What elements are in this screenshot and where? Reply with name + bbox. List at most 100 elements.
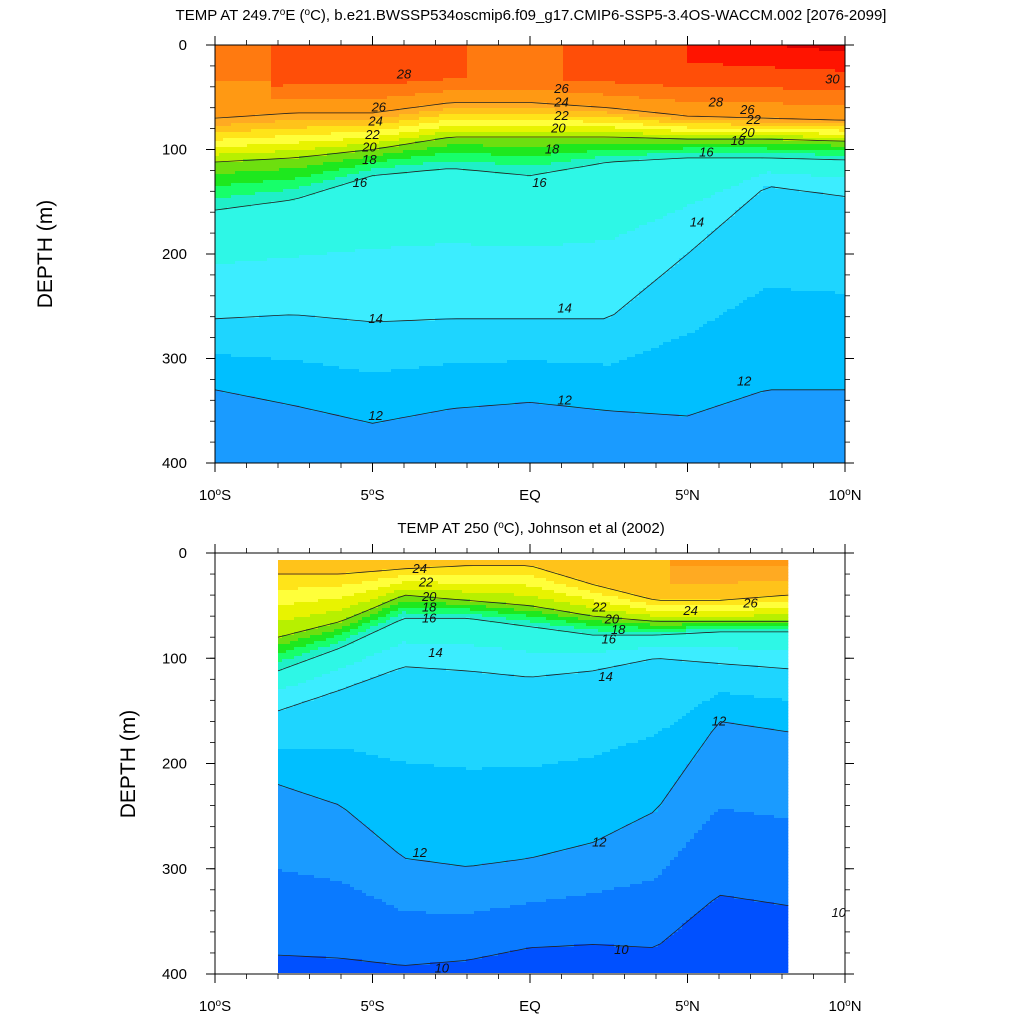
temperature-cell	[343, 183, 740, 187]
temperature-cell	[215, 258, 268, 262]
temperature-cell	[215, 405, 300, 409]
isotherm-14	[278, 658, 789, 712]
temperature-cell	[735, 210, 845, 214]
temperature-cell	[370, 677, 789, 681]
temperature-cell	[639, 225, 720, 229]
temperature-cell	[547, 171, 768, 175]
temperature-cell	[386, 614, 399, 618]
temperature-cell	[278, 677, 315, 681]
temperature-cell	[566, 593, 603, 597]
temperature-cell	[738, 647, 789, 651]
temperature-cell	[215, 138, 224, 142]
temperature-cell	[362, 581, 403, 585]
temperature-cell	[278, 905, 395, 909]
temperature-cell	[426, 911, 475, 915]
temperature-cell	[350, 629, 367, 633]
temperature-cell	[215, 330, 696, 334]
temperature-cell	[647, 285, 845, 289]
temperature-cell	[278, 779, 679, 783]
temperature-cell	[679, 336, 845, 340]
isotherm-12	[215, 389, 845, 424]
temperature-cell	[215, 339, 672, 343]
temperature-cell	[322, 695, 715, 699]
temperature-cell	[646, 815, 711, 819]
temperature-cell	[382, 650, 527, 654]
contour-label: 22	[553, 108, 569, 123]
temperature-cell	[323, 363, 444, 367]
temperature-cell	[215, 354, 232, 358]
temperature-cell	[650, 812, 715, 816]
temperature-cell	[582, 596, 619, 600]
temperature-cell	[678, 929, 789, 933]
temperature-cell	[446, 602, 507, 606]
temperature-cell	[278, 788, 295, 792]
temperature-cell	[330, 878, 655, 882]
temperature-cell	[251, 204, 688, 208]
x-tick-label: 5oN	[675, 998, 700, 1016]
temperature-cell	[687, 252, 845, 256]
y-tick-label: 0	[179, 37, 187, 54]
temperature-cell	[467, 69, 564, 73]
temperature-cell	[215, 324, 704, 328]
temperature-cell	[298, 662, 355, 666]
temperature-cell	[643, 132, 820, 136]
temperature-cell	[686, 632, 789, 636]
temperature-cell	[330, 644, 347, 648]
temperature-cell	[751, 198, 845, 202]
temperature-cell	[215, 378, 845, 382]
temperature-cell	[747, 297, 845, 301]
temperature-cell	[278, 869, 283, 873]
temperature-cell	[215, 396, 256, 400]
temperature-cell	[682, 923, 789, 927]
temperature-cell	[598, 629, 687, 633]
temperature-cell	[710, 698, 783, 702]
temperature-cell	[215, 216, 664, 220]
temperature-cell	[415, 414, 680, 418]
temperature-cell	[775, 66, 845, 70]
temperature-cell	[339, 168, 372, 172]
temperature-cell	[342, 608, 371, 612]
temperature-cell	[702, 827, 789, 831]
contour-label: 16	[353, 175, 368, 190]
temperature-cell	[607, 111, 656, 115]
temperature-cell	[578, 587, 611, 591]
temperature-cell	[251, 129, 380, 133]
temperature-cell	[278, 929, 679, 933]
temperature-cell	[823, 192, 845, 196]
temperature-cell	[215, 201, 272, 205]
contour-label: 10	[435, 961, 450, 976]
temperature-cell	[674, 782, 789, 786]
temperature-cell	[215, 87, 272, 91]
temperature-cell	[315, 315, 612, 319]
temperature-cell	[695, 330, 845, 334]
temperature-cell	[563, 60, 688, 64]
temperature-cell	[439, 126, 616, 130]
temperature-cell	[215, 285, 648, 289]
temperature-cell	[227, 207, 684, 211]
temperature-cell	[278, 656, 295, 660]
x-tick-label: 5oS	[361, 487, 385, 505]
contour-label: 22	[418, 574, 434, 589]
temperature-cell	[366, 752, 603, 756]
temperature-cell	[342, 620, 359, 624]
temperature-cell	[278, 839, 383, 843]
temperature-cell	[215, 156, 300, 160]
temperature-cell	[278, 923, 683, 927]
temperature-cell	[466, 959, 789, 963]
temperature-cell	[271, 78, 444, 82]
temperature-cell	[342, 632, 359, 636]
temperature-cell	[215, 105, 420, 109]
temperature-cell	[567, 168, 845, 172]
temperature-cell	[386, 593, 515, 597]
temperature-cell	[278, 821, 363, 825]
temperature-cell	[498, 611, 543, 615]
temperature-cell	[215, 303, 628, 307]
contour-label: 16	[422, 610, 437, 625]
temperature-cell	[278, 665, 291, 669]
temperature-cell	[215, 423, 845, 427]
temperature-cell	[763, 189, 800, 193]
temperature-cell	[363, 420, 384, 424]
temperature-cell	[278, 719, 679, 723]
temperature-cell	[271, 66, 468, 70]
temperature-cell	[758, 602, 789, 606]
